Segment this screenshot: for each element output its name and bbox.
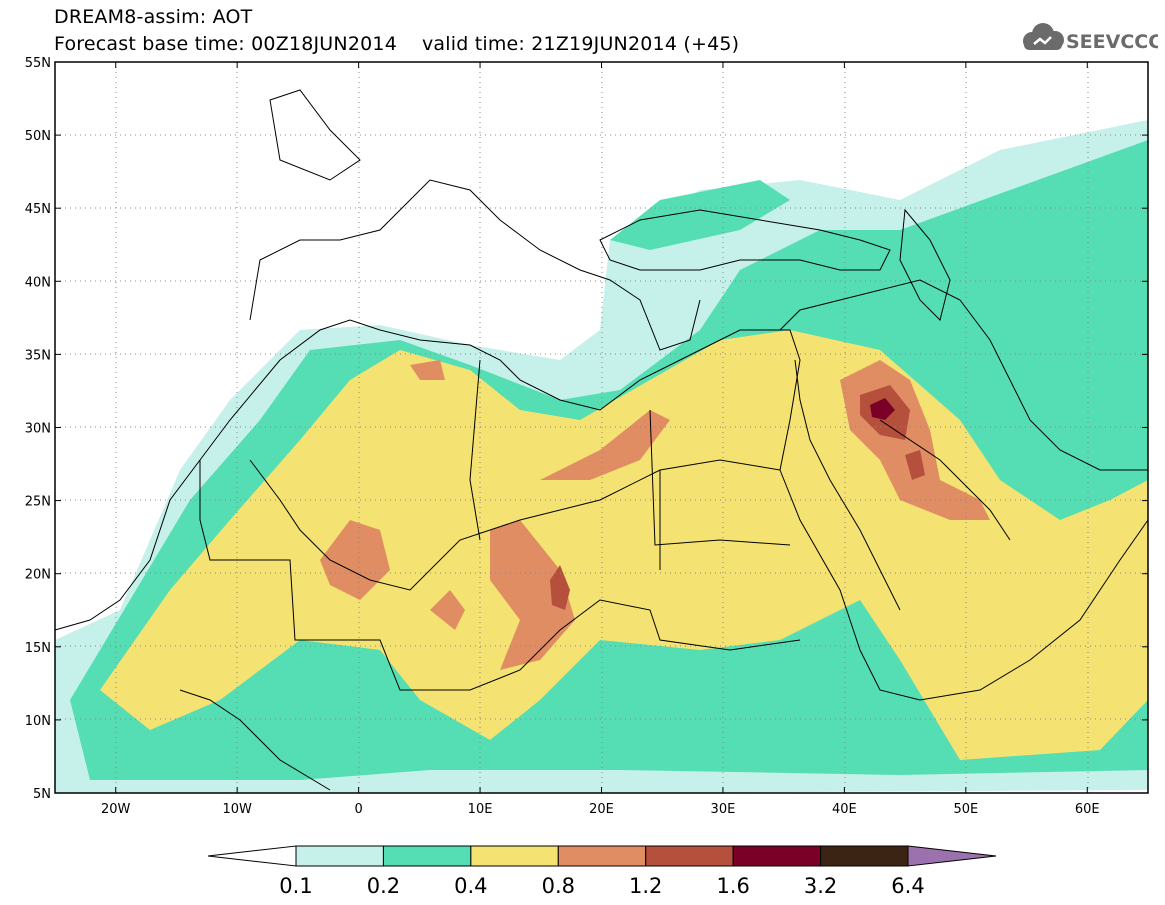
colorbar-box [382, 845, 472, 867]
colorbar-label: 0.2 [367, 874, 400, 898]
lat-tick-label: 5N [33, 787, 51, 802]
lat-tick-label: 55N [25, 56, 51, 71]
aot-band-0.8-e [430, 590, 465, 630]
colorbar-box [295, 845, 384, 867]
lon-tick-label: 20E [589, 802, 614, 817]
coastlines [54, 89, 1149, 791]
aot-field [55, 120, 1148, 793]
logo-text: SEEVCCC [1066, 31, 1158, 53]
lat-tick-label: 40N [25, 275, 51, 290]
lon-tick-label: 10E [468, 802, 493, 817]
colorbar-label: 0.4 [454, 874, 487, 898]
aot-band-0.8-c [540, 410, 670, 480]
colorbar-box [645, 845, 734, 867]
aot-band-0.8-b [490, 520, 575, 670]
aot-band-1.2-b [550, 565, 570, 610]
cloud-icon [1023, 23, 1064, 50]
lon-tick-label: 20W [101, 802, 131, 817]
colorbar-high-arrow [907, 845, 997, 867]
colorbar-label: 0.1 [279, 874, 312, 898]
colorbar-label: 3.2 [804, 874, 837, 898]
lat-tick-label: 35N [25, 348, 51, 363]
valid-time-label: valid time: 21Z19JUN2014 (+45) [421, 33, 740, 55]
seevccc-logo: SEEVCCC [1023, 23, 1158, 53]
lon-axis: 20W 10W 0 10E 20E 30E 40E 50E 60E [101, 62, 1100, 817]
aot-band-0.8-f [410, 360, 445, 380]
colorbar-box [820, 845, 909, 867]
lat-tick-label: 50N [25, 129, 51, 144]
colorbar-box [732, 845, 822, 867]
aot-band-0.2-north [610, 180, 790, 250]
lat-tick-label: 15N [25, 641, 51, 656]
colorbar-label: 1.6 [716, 874, 749, 898]
aot-band-0.8-a [320, 520, 390, 600]
lat-tick-label: 45N [25, 202, 51, 217]
base-time-label: Forecast base time: 00Z18JUN2014 [54, 33, 397, 55]
time-info: Forecast base time: 00Z18JUN2014 valid t… [54, 33, 739, 55]
colorbar-box [470, 845, 559, 867]
lon-tick-label: 30E [711, 802, 736, 817]
lat-tick-label: 10N [25, 714, 51, 729]
colorbar-label: 6.4 [891, 874, 924, 898]
colorbar-low-arrow [207, 845, 297, 867]
lon-tick-label: 50E [953, 802, 978, 817]
lon-tick-label: 0 [354, 802, 362, 817]
map-panel [54, 61, 1149, 794]
colorbar: 0.1 0.2 0.4 0.8 1.2 1.6 3.2 6.4 [207, 845, 997, 898]
lat-tick-label: 25N [25, 495, 51, 510]
colorbar-box [557, 845, 647, 867]
map-title: DREAM8-assim: AOT [54, 6, 253, 28]
lon-tick-label: 40E [832, 802, 857, 817]
aot-band-1.6 [870, 398, 895, 420]
lat-tick-label: 20N [25, 568, 51, 583]
colorbar-label: 0.8 [542, 874, 575, 898]
lon-tick-label: 10W [222, 802, 252, 817]
aot-band-1.2-c [905, 450, 925, 480]
lat-tick-label: 30N [25, 422, 51, 437]
colorbar-label: 1.2 [629, 874, 662, 898]
lat-axis: 55N 50N 45N 40N 35N 30N 25N 20N 15N 10N 5N [25, 56, 1148, 802]
grid-lines [55, 62, 1148, 793]
lon-tick-label: 60E [1075, 802, 1100, 817]
